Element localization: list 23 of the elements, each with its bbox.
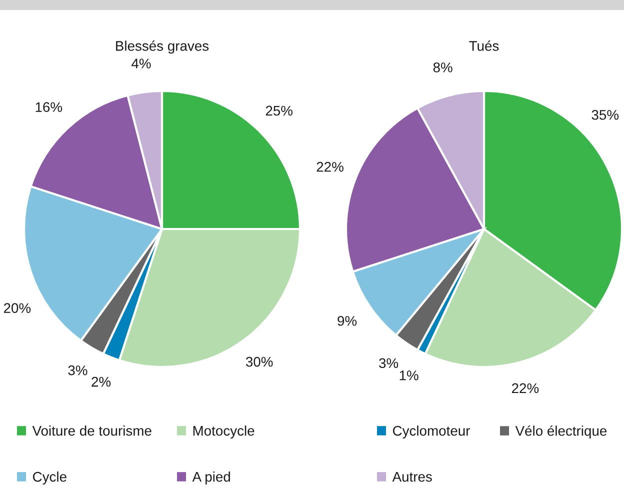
data-label: 30% <box>246 356 273 367</box>
data-label: 1% <box>400 370 418 380</box>
legend-label: Voiture de tourisme <box>32 426 152 436</box>
legend-label: Autres <box>392 472 432 482</box>
data-label: 8% <box>433 62 452 72</box>
data-label: 2% <box>92 376 111 387</box>
legend-label: Motocycle <box>193 426 254 438</box>
slice-label: Tués <box>469 40 499 51</box>
legend-label: Vélo électrique <box>515 425 607 439</box>
data-label: 22% <box>316 162 344 172</box>
legend-label: Cycle <box>32 472 66 484</box>
data-label: 16% <box>36 102 62 112</box>
legend-label: A pied <box>192 472 230 484</box>
data-label: 22% <box>512 383 539 394</box>
data-label: 20% <box>4 303 31 314</box>
slice-label: Blessés graves <box>116 40 209 54</box>
data-label: 4% <box>132 58 151 68</box>
data-label: 9% <box>338 316 357 326</box>
data-label: 3% <box>379 358 398 368</box>
data-label: 25% <box>266 106 292 116</box>
legend-label: Cyclomoteur <box>392 426 470 438</box>
data-label: 3% <box>68 365 88 376</box>
data-label: 35% <box>592 110 619 120</box>
